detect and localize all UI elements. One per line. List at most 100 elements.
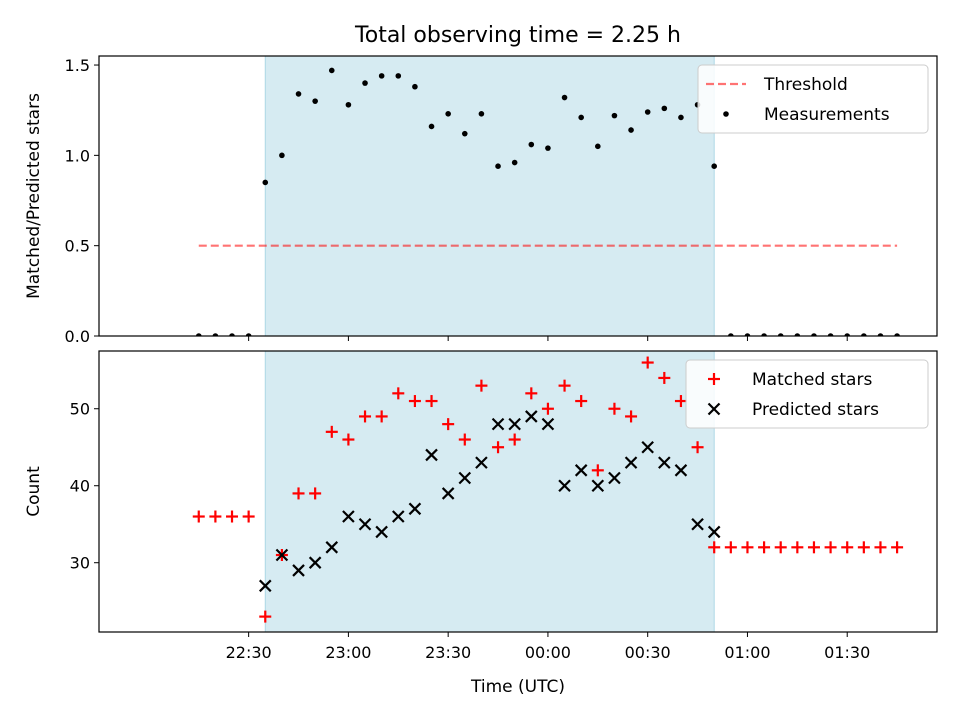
measurement-point [328, 67, 335, 74]
measurement-point [279, 152, 285, 159]
matched-star-point [309, 487, 322, 500]
y-tick-label: 30 [70, 554, 90, 573]
measurement-point [827, 333, 834, 336]
measurement-point [628, 127, 634, 133]
matched-star-point [691, 441, 704, 454]
x-axis-ticks: 22:30 23:00 23:30 00:00 00:30 01:00 01:30 [226, 632, 870, 662]
measurement-point [611, 112, 618, 119]
predicted-star-point [658, 456, 671, 469]
matched-star-point [641, 356, 654, 369]
legend-label: Matched stars [752, 370, 872, 390]
matched-star-point [608, 402, 621, 415]
measurement-point [877, 333, 884, 336]
matched-star-point [475, 379, 488, 392]
y-tick-label: 1.5 [65, 56, 90, 75]
matched-star-point [891, 541, 904, 554]
predicted-star-point [342, 510, 355, 523]
predicted-star-point [691, 517, 704, 531]
measurement-point [761, 333, 767, 336]
plot-area [195, 56, 900, 336]
matched-star-point [558, 379, 571, 392]
x-axis-label: Time (UTC) [470, 677, 565, 697]
x-tick-label: 00:30 [625, 643, 671, 662]
axes-frame [98, 55, 938, 337]
x-tick-label: 23:30 [425, 643, 471, 662]
predicted-star-point [425, 448, 438, 462]
bottom-panel: 30 40 50 Count 22:30 23:00 23:30 00:00 00:30 01:0… [24, 350, 938, 662]
y-tick-label: 0.5 [65, 237, 90, 256]
predicted-star-point [608, 471, 621, 485]
measurement-point [711, 163, 717, 169]
legend-label: Threshold [763, 75, 848, 95]
matched-star-point [292, 487, 305, 500]
matched-star-point [824, 541, 837, 554]
matched-star-point [741, 541, 754, 554]
legend-label: Measurements [764, 105, 890, 125]
matched-star-point [791, 541, 804, 554]
measurement-point [894, 333, 900, 336]
matched-star-point [408, 395, 421, 408]
predicted-star-point [508, 417, 521, 431]
legend: Threshold Measurements [697, 64, 929, 134]
measurement-point [844, 333, 851, 336]
measurement-point [478, 111, 485, 117]
matched-star-point [192, 510, 205, 523]
matched-star-point [591, 464, 604, 477]
matched-star-point [774, 541, 787, 554]
predicted-star-point [707, 525, 721, 539]
measurement-point [861, 333, 867, 336]
measurement-point [345, 101, 352, 108]
measurement-point [545, 145, 551, 151]
legend-handle [723, 111, 729, 117]
matched-star-point [259, 610, 272, 623]
matched-star-point [708, 541, 721, 554]
matched-star-point [541, 402, 554, 415]
matched-star-point [458, 433, 471, 446]
predicted-star-point [258, 579, 272, 593]
measurement-point [245, 333, 252, 336]
predicted-star-point [591, 479, 605, 493]
measurement-point [811, 333, 817, 336]
predicted-star-point [358, 517, 372, 531]
y-tick-label: 50 [70, 400, 90, 419]
predicted-star-point [441, 487, 455, 500]
legend-handle [708, 373, 720, 385]
measurement-point [362, 80, 368, 86]
measurement-point [428, 123, 435, 130]
axes-frame [98, 350, 938, 633]
matched-star-point [874, 541, 887, 554]
observing-interval-shade [264, 351, 715, 632]
matched-star-point [724, 541, 737, 554]
matched-star-point [226, 510, 239, 523]
chart-title: Total observing time = 2.25 h [354, 23, 681, 48]
matched-star-point [625, 410, 638, 423]
matched-star-point [658, 371, 671, 384]
predicted-star-point [475, 456, 488, 469]
legend-label: Predicted stars [752, 400, 879, 420]
matched-star-point [807, 541, 820, 554]
measurement-point [395, 73, 402, 79]
measurement-point [511, 159, 518, 166]
x-tick-label: 01:00 [724, 643, 770, 662]
measurement-point [578, 114, 584, 121]
measurement-point [595, 143, 601, 150]
matched-star-point [375, 410, 388, 423]
y-tick-label: 40 [70, 477, 90, 496]
predicted-star-point [408, 502, 422, 516]
measurement-point [561, 94, 568, 101]
matched-star-point [758, 541, 771, 554]
predicted-star-point [541, 417, 555, 431]
matched-star-point [492, 441, 505, 454]
x-tick-label: 00:00 [525, 643, 571, 662]
legend-box [685, 359, 929, 429]
predicted-star-point [458, 471, 472, 485]
measurement-point [728, 333, 734, 336]
predicted-star-point [558, 479, 571, 493]
predicted-star-point [308, 556, 322, 569]
matched-star-point [674, 395, 687, 408]
predicted-star-point [674, 464, 688, 477]
y-tick-label: 1.0 [65, 146, 90, 165]
matched-star-point [392, 387, 405, 400]
matched-star-point [325, 425, 338, 438]
